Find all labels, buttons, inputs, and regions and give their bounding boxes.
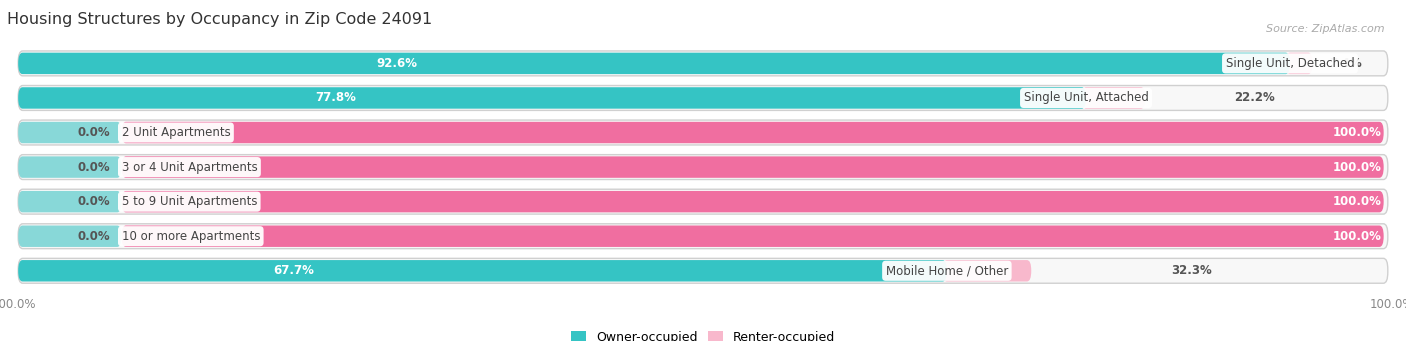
Text: 32.3%: 32.3% [1171, 264, 1212, 277]
Text: 0.0%: 0.0% [77, 195, 111, 208]
Text: 67.7%: 67.7% [274, 264, 315, 277]
Text: 5 to 9 Unit Apartments: 5 to 9 Unit Apartments [121, 195, 257, 208]
FancyBboxPatch shape [18, 120, 1388, 145]
Text: 100.0%: 100.0% [1333, 126, 1382, 139]
Text: Mobile Home / Other: Mobile Home / Other [886, 264, 1008, 277]
FancyBboxPatch shape [18, 87, 1085, 109]
Text: Housing Structures by Occupancy in Zip Code 24091: Housing Structures by Occupancy in Zip C… [7, 12, 433, 27]
FancyBboxPatch shape [1081, 87, 1146, 109]
FancyBboxPatch shape [18, 224, 1388, 249]
Text: 0.0%: 0.0% [77, 161, 111, 174]
FancyBboxPatch shape [18, 155, 1388, 179]
Text: 3 or 4 Unit Apartments: 3 or 4 Unit Apartments [121, 161, 257, 174]
FancyBboxPatch shape [18, 53, 1289, 74]
Text: 100.0%: 100.0% [1333, 195, 1382, 208]
Text: 0.0%: 0.0% [77, 230, 111, 243]
FancyBboxPatch shape [121, 122, 1384, 143]
Text: 100.0%: 100.0% [1333, 230, 1382, 243]
Text: 2 Unit Apartments: 2 Unit Apartments [121, 126, 231, 139]
Text: Single Unit, Detached: Single Unit, Detached [1226, 57, 1354, 70]
FancyBboxPatch shape [18, 51, 1388, 76]
Text: 100.0%: 100.0% [1333, 161, 1382, 174]
Text: 7.4%: 7.4% [1330, 57, 1362, 70]
FancyBboxPatch shape [1285, 53, 1313, 74]
FancyBboxPatch shape [121, 191, 1384, 212]
Text: 10 or more Apartments: 10 or more Apartments [121, 230, 260, 243]
FancyBboxPatch shape [18, 225, 121, 247]
Text: Single Unit, Attached: Single Unit, Attached [1024, 91, 1149, 104]
FancyBboxPatch shape [18, 258, 1388, 283]
FancyBboxPatch shape [18, 122, 121, 143]
Text: 92.6%: 92.6% [377, 57, 418, 70]
FancyBboxPatch shape [18, 189, 1388, 214]
Text: 0.0%: 0.0% [77, 126, 111, 139]
Text: 77.8%: 77.8% [315, 91, 356, 104]
FancyBboxPatch shape [942, 260, 1031, 282]
Text: 22.2%: 22.2% [1234, 91, 1275, 104]
FancyBboxPatch shape [18, 86, 1388, 110]
FancyBboxPatch shape [121, 157, 1384, 178]
FancyBboxPatch shape [18, 260, 946, 282]
Text: Source: ZipAtlas.com: Source: ZipAtlas.com [1267, 24, 1385, 34]
Legend: Owner-occupied, Renter-occupied: Owner-occupied, Renter-occupied [567, 326, 839, 341]
FancyBboxPatch shape [18, 157, 121, 178]
FancyBboxPatch shape [18, 191, 121, 212]
FancyBboxPatch shape [121, 225, 1384, 247]
